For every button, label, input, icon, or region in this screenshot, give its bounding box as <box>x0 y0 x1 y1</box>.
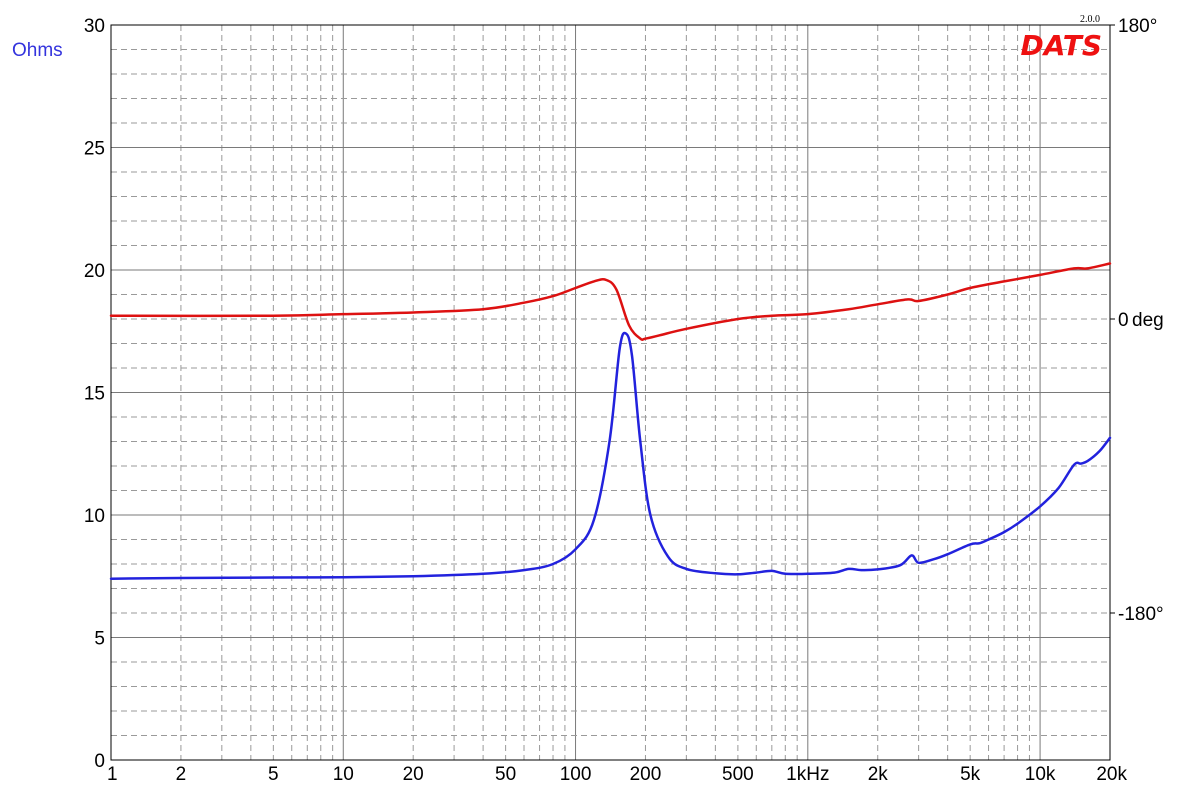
curve-layer <box>109 262 1112 580</box>
y-left-tick-label: 5 <box>94 629 105 650</box>
x-tick-label: 200 <box>630 764 662 785</box>
x-tick-label: 20 <box>403 764 424 785</box>
dats-logo: DATS <box>1021 29 1103 62</box>
y-right-tick-label: -180° <box>1118 604 1164 625</box>
x-tick-label: 500 <box>722 764 754 785</box>
x-tick-label: 1 <box>107 764 118 785</box>
x-tick-label: 2k <box>868 764 889 785</box>
y-left-tick-label: 30 <box>84 16 105 37</box>
phase-curve <box>109 262 1112 341</box>
y-left-tick-labels: 0 5 10 15 20 25 30 <box>84 16 105 772</box>
y-right-tick-label: 0 <box>1118 310 1129 331</box>
y-left-tick-label: 10 <box>84 506 105 527</box>
y-left-tick-label: 20 <box>84 261 105 282</box>
x-tick-label: 20k <box>1096 764 1127 785</box>
x-tick-label: 5 <box>268 764 279 785</box>
x-tick-label: 10 <box>333 764 354 785</box>
grid-lines <box>110 24 1111 761</box>
y-left-tick-label: 25 <box>84 139 105 160</box>
y-left-tick-label: 15 <box>84 384 105 405</box>
y-right-tick-labels: 180° 0 -180° <box>1110 16 1164 625</box>
x-tick-labels: 1 2 5 10 20 50 100 200 500 1kHz 2k 5k 10k 20k <box>107 764 1127 785</box>
x-tick-label: 10k <box>1025 764 1056 785</box>
x-tick-label: 100 <box>560 764 592 785</box>
x-tick-label: 1kHz <box>786 764 829 785</box>
version-label: 2.0.0 <box>1080 14 1100 25</box>
y-left-unit-label: Ohms <box>12 40 63 61</box>
x-tick-label: 50 <box>495 764 516 785</box>
y-right-tick-label: 180° <box>1118 16 1157 37</box>
y-right-unit-label: deg <box>1132 310 1164 331</box>
plot-frame <box>110 24 1111 761</box>
y-left-tick-label: 0 <box>94 751 105 772</box>
x-tick-label: 2 <box>176 764 187 785</box>
impedance-curve <box>109 331 1112 580</box>
x-tick-label: 5k <box>960 764 981 785</box>
